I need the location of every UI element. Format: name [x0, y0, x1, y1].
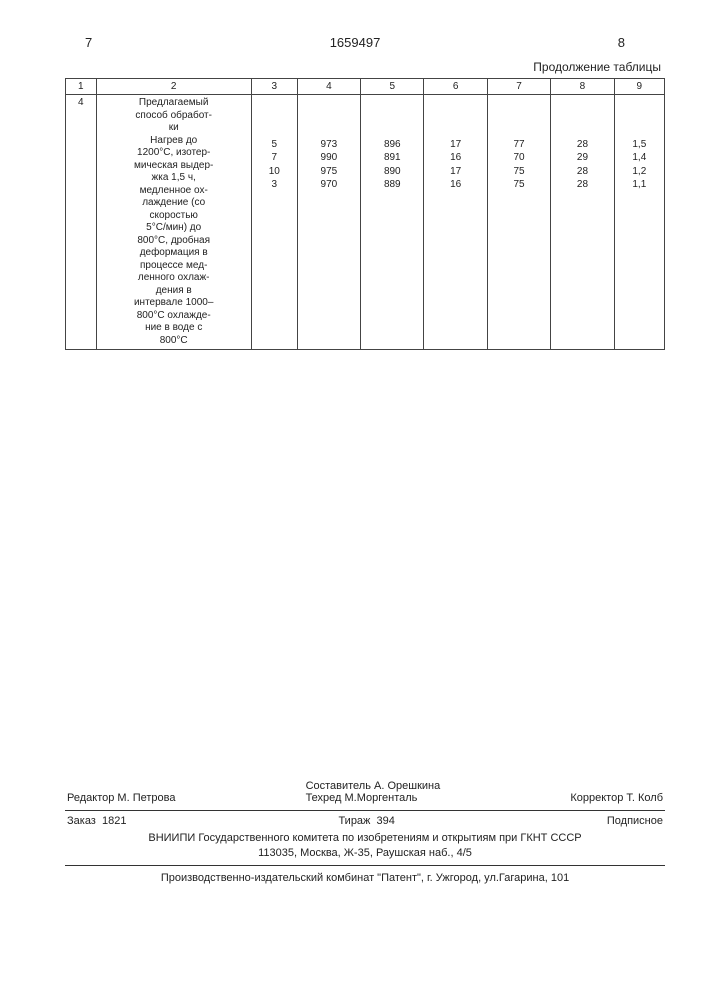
publisher-block: ВНИИПИ Государственного комитета по изоб…	[65, 829, 665, 863]
divider	[65, 810, 665, 811]
col-header: 5	[361, 79, 424, 95]
table-header-row: 1 2 3 4 5 6 7 8 9	[66, 79, 665, 95]
data-cell-c4: 973 990 975 970	[297, 95, 360, 350]
corrector-block: Корректор Т. Колб	[570, 780, 663, 804]
table-row: 4 Предлагаемыйспособ обработ-киНагрев до…	[66, 95, 665, 350]
description-cell: Предлагаемыйспособ обработ-киНагрев до12…	[96, 95, 251, 350]
divider	[65, 865, 665, 866]
data-cell-c6: 17 16 17 16	[424, 95, 487, 350]
data-cell-c8: 28 29 28 28	[551, 95, 614, 350]
subscription-block: Подписное	[607, 815, 663, 827]
table-continuation-caption: Продолжение таблицы	[65, 60, 665, 74]
description-text: Предлагаемыйспособ обработ-киНагрев до12…	[99, 97, 249, 347]
page-num-left: 7	[85, 35, 92, 50]
data-cell-c9: 1,5 1,4 1,2 1,1	[614, 95, 664, 350]
press-block: Производственно-издательский комбинат "П…	[65, 868, 665, 884]
editor-block: Редактор М. Петрова	[67, 780, 175, 804]
document-number: 1659497	[330, 35, 381, 50]
col-header: 6	[424, 79, 487, 95]
col-header: 7	[487, 79, 550, 95]
page-num-right: 8	[618, 35, 625, 50]
data-cell-c5: 896 891 890 889	[361, 95, 424, 350]
data-cell-c7: 77 70 75 75	[487, 95, 550, 350]
print-run-block: Тираж 394	[338, 815, 394, 827]
col-header: 4	[297, 79, 360, 95]
col-header: 9	[614, 79, 664, 95]
col-header: 1	[66, 79, 97, 95]
col-header: 2	[96, 79, 251, 95]
compiler-tech-block: Составитель А. Орешкина Техред М.Моргент…	[306, 780, 441, 804]
col-header: 3	[251, 79, 297, 95]
order-block: Заказ 1821	[67, 815, 126, 827]
data-table: 1 2 3 4 5 6 7 8 9 4 Предлагаемыйспособ о…	[65, 78, 665, 350]
data-cell-c3: 5 7 10 3	[251, 95, 297, 350]
page-footer: Редактор М. Петрова Составитель А. Орешк…	[65, 780, 665, 884]
row-id-cell: 4	[66, 95, 97, 350]
col-header: 8	[551, 79, 614, 95]
